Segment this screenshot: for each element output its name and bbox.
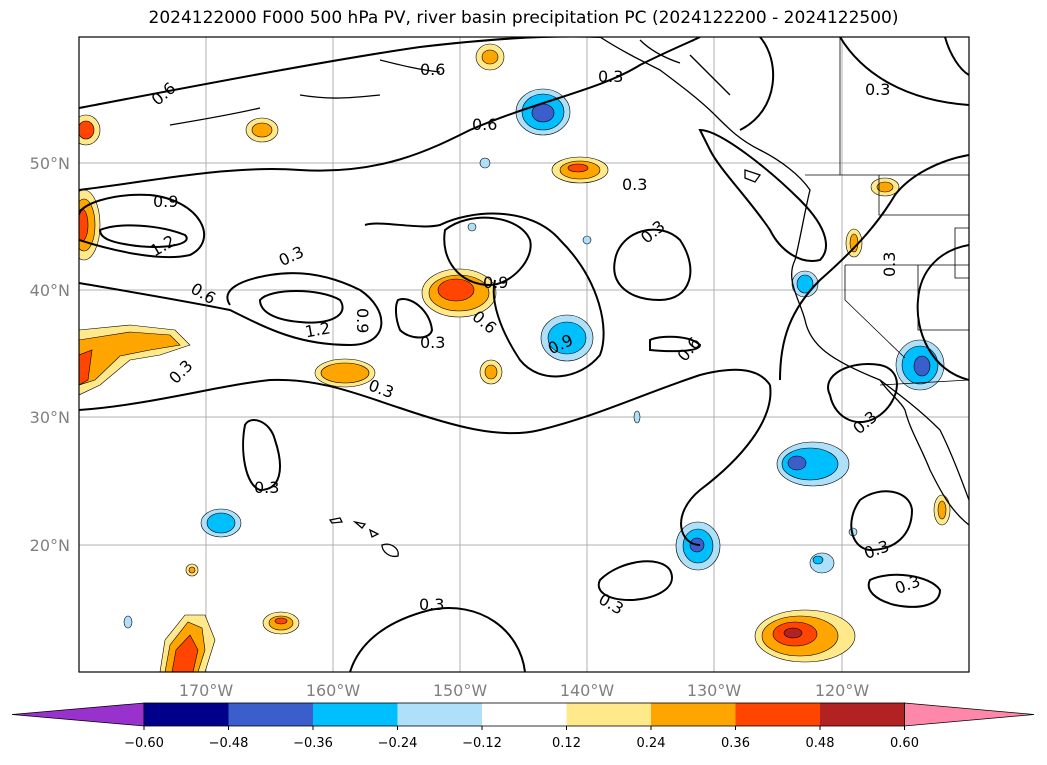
contour-label: 0.3 — [598, 67, 623, 86]
lat-label: 40°N — [30, 281, 70, 300]
lon-label: 160°W — [306, 681, 361, 700]
contour-label: 0.3 — [622, 175, 647, 194]
colorbar-tick-label: 0.48 — [806, 736, 835, 751]
colorbar-tick-label: −0.24 — [378, 736, 418, 751]
lat-label: 50°N — [30, 154, 70, 173]
contour-label: 1.2 — [303, 318, 331, 341]
colorbar-tick-label: 0.36 — [721, 736, 750, 751]
colorbar-segment — [482, 703, 567, 726]
colorbar-segment — [820, 703, 905, 726]
contour-label: 0.3 — [419, 595, 444, 614]
colorbar-tick-label: 0.60 — [890, 736, 919, 751]
colorbar-extend-max — [904, 702, 1035, 727]
contour-label: 0.3 — [865, 80, 890, 99]
contour-label: 0.6 — [472, 115, 497, 134]
colorbar-segment — [144, 703, 229, 726]
lat-axis: 50°N 40°N 30°N 20°N — [30, 154, 70, 555]
colorbar: −0.60 −0.48 −0.36 −0.24 −0.12 0.12 0.24 0.36 0.4… — [11, 702, 1035, 751]
contour-label: 0.6 — [420, 60, 445, 79]
contour-label: 0.9 — [153, 192, 178, 211]
contour-label: 0.9 — [353, 308, 372, 333]
colorbar-outline — [143, 702, 905, 727]
plot-frame — [78, 36, 970, 673]
precip-shading — [79, 43, 951, 672]
graticule — [79, 37, 969, 672]
lat-label: 30°N — [30, 408, 70, 427]
lon-axis: 170°W 160°W 150°W 140°W 130°W 120°W — [179, 681, 870, 700]
colorbar-tick-label: 0.24 — [637, 736, 666, 751]
lon-label: 150°W — [433, 681, 488, 700]
colorbar-extend-min — [11, 702, 145, 727]
borders — [805, 37, 969, 386]
lon-label: 140°W — [560, 681, 615, 700]
lon-label: 130°W — [687, 681, 742, 700]
pv-contours — [79, 37, 969, 672]
lon-label: 170°W — [179, 681, 234, 700]
colorbar-tick-label: −0.12 — [462, 736, 502, 751]
colorbar-tick-label: −0.36 — [293, 736, 333, 751]
colorbar-segment — [735, 703, 821, 726]
contour-label: 0.9 — [483, 273, 508, 292]
colorbar-segment — [228, 703, 314, 726]
contour-label: 0.3 — [254, 478, 279, 497]
contour-label: 0.3 — [420, 333, 445, 352]
plot-area — [79, 37, 969, 672]
lon-label: 120°W — [815, 681, 870, 700]
colorbar-segment — [397, 703, 483, 726]
colorbar-tick-label: −0.60 — [124, 736, 164, 751]
lat-label: 20°N — [30, 536, 70, 555]
coastlines — [169, 37, 969, 558]
figure-title: 2024122000 F000 500 hPa PV, river basin … — [148, 8, 899, 28]
contour-label: 0.3 — [880, 252, 899, 277]
colorbar-tick-label: 0.12 — [552, 736, 581, 751]
colorbar-segment — [313, 703, 398, 726]
colorbar-tick-label: −0.48 — [209, 736, 249, 751]
colorbar-segment — [566, 703, 652, 726]
colorbar-segment — [651, 703, 736, 726]
